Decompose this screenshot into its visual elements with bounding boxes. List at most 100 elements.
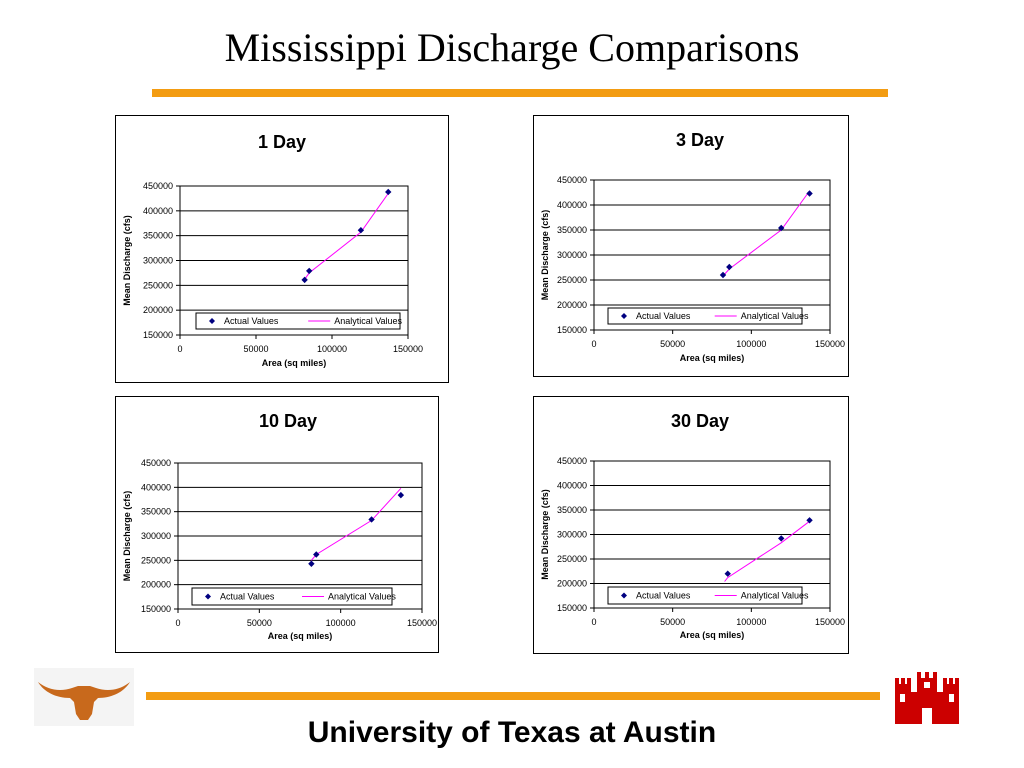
chart-3-legend-marker [621,592,627,599]
footer-divider-bar [146,692,880,700]
chart-3-analytical-line [724,520,810,582]
chart-2-legend-marker [205,593,211,600]
chart-2-actual-point [308,560,315,567]
chart-3-x-tick-label: 150000 [815,617,845,627]
chart-0-legend-label-analytical: Analytical Values [334,316,402,326]
chart-30-day-svg: 30 Day 150000 200000 250000 300000 350000 4000… [540,411,845,640]
chart-1-day-svg: 1 Day 150000 200000 250000 300000 350000 40000… [122,132,423,368]
chart-1-title: 3 Day [676,130,724,150]
chart-3-y-tick-label: 450000 [557,456,587,466]
chart-3-x-tick-label: 100000 [736,617,766,627]
chart-1-y-tick-label: 400000 [557,200,587,210]
chart-3-x-axis-label: Area (sq miles) [680,630,745,640]
chart-0-y-tick-label: 200000 [143,305,173,315]
chart-2-plot-area [177,462,423,610]
chart-3-y-axis-label: Mean Discharge (cfs) [540,489,550,580]
chart-2-x-tick-label: 100000 [326,618,356,628]
title-underline-bar [152,89,888,97]
chart-0-x-tick-label: 100000 [317,344,347,354]
chart-3-plot-area [593,460,831,609]
chart-1-analytical-line [722,190,810,277]
chart-2-x-tick-label: 0 [175,618,180,628]
chart-2-y-tick-label: 250000 [141,555,171,565]
chart-2-y-tick-label: 300000 [141,531,171,541]
chart-1-actual-point [806,190,813,197]
chart-2-y-tick-label: 200000 [141,580,171,590]
chart-1-x-tick-label: 150000 [815,339,845,349]
chart-1-y-tick-label: 300000 [557,250,587,260]
chart-3-legend-label-actual: Actual Values [636,591,691,601]
chart-0-x-tick-label: 150000 [393,344,423,354]
chart-panel-1-day: 1 Day 150000 200000 250000 300000 350000 40000… [115,115,449,383]
chart-2-x-axis-label: Area (sq miles) [268,631,333,641]
chart-2-analytical-line [311,487,402,561]
chart-1-y-tick-label: 150000 [557,325,587,335]
chart-1-y-tick-label: 250000 [557,275,587,285]
chart-0-actual-point [357,227,365,234]
longhorn-logo-icon [34,668,134,726]
chart-0-x-tick-label: 0 [177,344,182,354]
footer-university-name: University of Texas at Austin [307,716,717,749]
chart-10-day-svg: 10 Day 150000 200000 250000 300000 350000 4000… [122,411,437,641]
chart-0-y-tick-label: 300000 [143,256,173,266]
chart-3-y-tick-label: 350000 [557,505,587,515]
chart-1-actual-point [778,224,785,232]
chart-2-x-tick-label: 50000 [247,618,272,628]
chart-3-y-tick-label: 200000 [557,579,587,589]
chart-panel-30-day: 30 Day 150000 200000 250000 300000 350000 4000… [533,396,849,654]
chart-2-title: 10 Day [259,411,317,431]
chart-0-x-axis-label: Area (sq miles) [262,358,327,368]
chart-0-actual-point [301,276,308,284]
chart-1-y-tick-label: 450000 [557,175,587,185]
chart-0-y-tick-label: 150000 [143,330,173,340]
chart-3-y-tick-label: 300000 [557,530,587,540]
chart-3-x-tick-label: 50000 [660,617,685,627]
chart-3-x-tick-label: 0 [591,617,596,627]
chart-0-legend [195,312,401,330]
chart-0-y-tick-label: 400000 [143,206,173,216]
chart-2-legend [191,587,393,606]
chart-0-y-tick-label: 350000 [143,231,173,241]
chart-1-y-axis-label: Mean Discharge (cfs) [540,210,550,301]
chart-1-legend-label-actual: Actual Values [636,311,691,321]
chart-3-legend [607,586,803,605]
chart-0-legend-label-actual: Actual Values [224,316,279,326]
chart-2-y-tick-label: 400000 [141,482,171,492]
chart-0-title: 1 Day [258,132,306,152]
chart-0-analytical-line [304,193,389,280]
slide-title: Mississippi Discharge Comparisons [224,25,800,70]
chart-2-y-tick-label: 350000 [141,507,171,517]
chart-1-legend-marker [621,313,627,319]
chart-0-actual-point [306,267,313,275]
chart-2-legend-label-analytical: Analytical Values [328,592,396,602]
chart-2-y-axis-label: Mean Discharge (cfs) [122,491,132,582]
chart-0-legend-marker [209,318,215,324]
chart-2-y-tick-label: 450000 [141,458,171,468]
chart-0-y-axis-label: Mean Discharge (cfs) [122,215,132,306]
chart-3-title: 30 Day [671,411,729,431]
chart-0-y-tick-label: 450000 [143,181,173,191]
chart-0-plot-area [179,185,409,336]
chart-1-x-tick-label: 100000 [736,339,766,349]
chart-1-plot-area [593,179,831,331]
chart-1-y-tick-label: 200000 [557,300,587,310]
chart-3-legend-label-analytical: Analytical Values [741,591,809,601]
chart-1-x-tick-label: 0 [591,339,596,349]
chart-3-day-svg: 3 Day 150000 200000 250000 300000 350000 40000… [540,130,845,363]
chart-1-y-tick-label: 350000 [557,225,587,235]
chart-3-y-tick-label: 150000 [557,603,587,613]
chart-3-y-tick-label: 250000 [557,554,587,564]
chart-1-legend [607,307,803,325]
engineer-castle-icon [893,670,961,724]
chart-2-x-tick-label: 150000 [407,618,437,628]
chart-2-actual-point [397,491,405,499]
chart-0-y-tick-label: 250000 [143,280,173,290]
chart-1-legend-label-analytical: Analytical Values [741,311,809,321]
chart-1-x-axis-label: Area (sq miles) [680,353,745,363]
chart-1-actual-point [726,263,733,271]
chart-panel-3-day: 3 Day 150000 200000 250000 300000 350000 40000… [533,115,849,377]
chart-1-x-tick-label: 50000 [660,339,685,349]
chart-2-legend-label-actual: Actual Values [220,592,275,602]
chart-panel-10-day: 10 Day 150000 200000 250000 300000 350000 4000… [115,396,439,653]
chart-2-y-tick-label: 150000 [141,604,171,614]
